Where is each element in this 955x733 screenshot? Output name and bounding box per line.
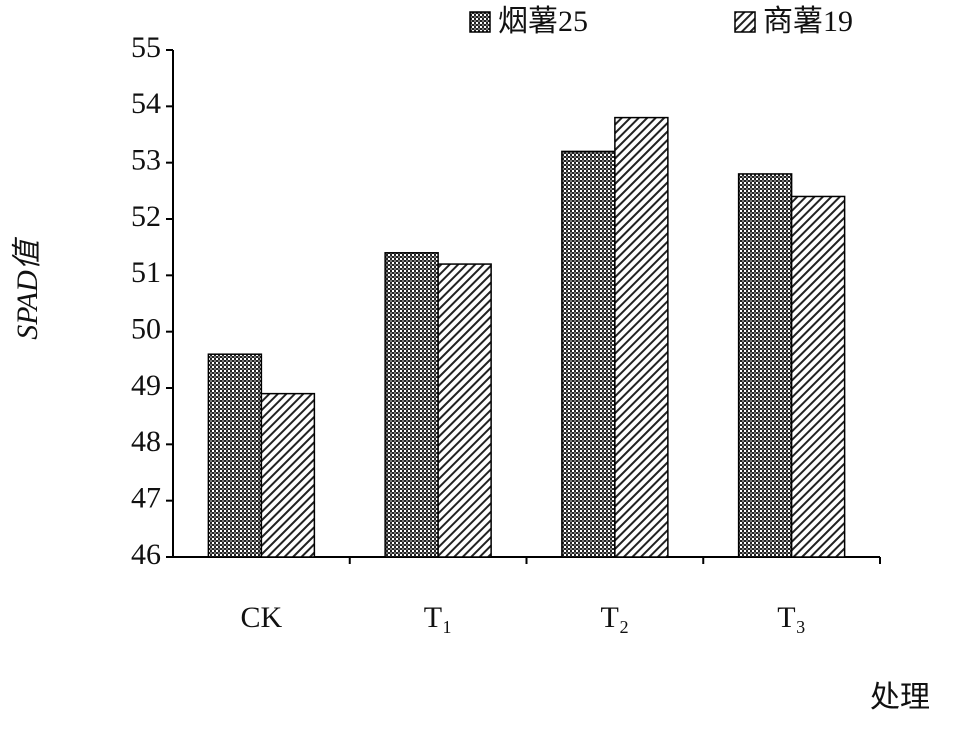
y-tick-label: 49 xyxy=(131,369,161,402)
legend-swatch xyxy=(734,11,756,33)
x-tick-label: T₃ xyxy=(777,601,806,634)
y-tick-label: 48 xyxy=(131,425,161,458)
y-tick-label: 46 xyxy=(131,538,161,571)
bar xyxy=(437,263,492,558)
y-tick-label: 52 xyxy=(131,200,161,233)
bar xyxy=(384,252,439,558)
legend-swatch xyxy=(469,11,491,33)
y-tick-label: 47 xyxy=(131,482,161,515)
legend-label: 烟薯25 xyxy=(498,5,588,38)
x-tick-label: CK xyxy=(241,601,283,634)
bar xyxy=(614,116,669,558)
y-tick-label: 55 xyxy=(131,31,161,64)
x-tick-label: T₂ xyxy=(600,601,629,634)
bar xyxy=(207,353,263,558)
bar xyxy=(561,150,616,558)
legend-label: 商薯19 xyxy=(763,5,853,38)
bar xyxy=(790,195,846,558)
y-tick-label: 53 xyxy=(131,144,161,177)
y-axis-label: SPAD值 xyxy=(11,236,44,339)
y-tick-label: 50 xyxy=(131,313,161,346)
bar xyxy=(260,392,316,558)
y-tick-label: 54 xyxy=(131,87,161,120)
x-tick-label: T₁ xyxy=(424,601,453,634)
x-axis-label: 处理 xyxy=(870,681,930,714)
bar xyxy=(737,173,793,558)
y-tick-label: 51 xyxy=(131,256,161,289)
